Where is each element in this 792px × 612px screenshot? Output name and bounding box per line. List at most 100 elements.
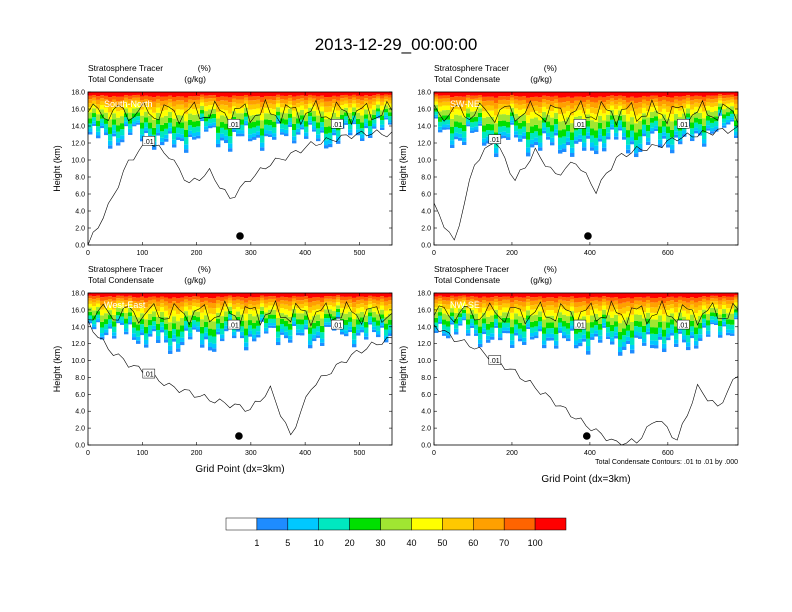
tracer-cell [312, 293, 317, 298]
tracer-cell [634, 309, 639, 315]
tracer-cell [216, 92, 221, 97]
tracer-cell [542, 99, 547, 103]
tracer-cell [352, 326, 357, 334]
tracer-cell [128, 118, 133, 124]
tracer-cell [518, 128, 523, 135]
tracer-cell [216, 293, 221, 297]
tracer-cell [192, 132, 197, 137]
tracer-cell [530, 305, 535, 310]
tracer-cell [168, 102, 173, 107]
tracer-cell [284, 321, 289, 327]
tracer-cell [112, 124, 117, 131]
tracer-cell [320, 342, 325, 346]
tracer-cell [176, 137, 181, 140]
tracer-cell [510, 94, 515, 98]
tracer-cell [128, 92, 133, 96]
tracer-cell [502, 103, 507, 109]
tracer-cell [328, 126, 333, 133]
tracer-cell [690, 104, 695, 110]
contour-label: .01 [144, 372, 154, 379]
tracer-cell [514, 103, 519, 109]
tracer-cell [642, 306, 647, 313]
tracer-cell [702, 139, 707, 144]
tracer-cell [388, 304, 392, 309]
tracer-cell [192, 127, 197, 133]
tracer-cell [606, 336, 611, 340]
tracer-cell [236, 95, 241, 100]
tracer-cell [320, 117, 325, 123]
tracer-cell [292, 321, 297, 325]
tracer-cell [446, 314, 451, 322]
tracer-cell [670, 329, 675, 334]
tracer-cell [332, 99, 337, 104]
tracer-cell [466, 100, 471, 105]
tracer-cell [256, 300, 261, 305]
tracer-cell [200, 340, 205, 345]
title-right-2: (g/kg) [184, 275, 206, 285]
tracer-cell [514, 293, 519, 297]
tracer-cell [176, 96, 181, 101]
tracer-cell [124, 318, 129, 324]
tracer-cell [304, 104, 309, 109]
tracer-cell [526, 293, 531, 297]
title-right-2: (g/kg) [184, 74, 206, 84]
tracer-cell [558, 130, 563, 138]
tracer-cell [352, 119, 357, 123]
tracer-cell [268, 298, 273, 303]
tracer-cell [594, 296, 599, 301]
tracer-cell [722, 313, 727, 318]
tracer-cell [502, 303, 507, 308]
tracer-cell [694, 102, 699, 107]
tracer-cell [360, 134, 365, 139]
tracer-cell [630, 105, 635, 111]
tracer-cell [184, 121, 189, 130]
tracer-cell [570, 97, 575, 104]
tracer-cell [614, 100, 619, 105]
tracer-cell [248, 330, 253, 335]
tracer-cell [108, 296, 113, 300]
tracer-cell [606, 136, 611, 140]
tracer-cell [510, 100, 515, 104]
tracer-cell [562, 321, 567, 327]
figure-title: 2013-12-29_00:00:00 [315, 35, 478, 54]
tracer-cell [96, 120, 101, 127]
tracer-cell [518, 310, 523, 317]
tracer-cell [96, 104, 101, 109]
tracer-cell [232, 309, 237, 315]
tracer-cell [384, 94, 389, 97]
tracer-cell [598, 138, 603, 142]
tracer-cell [276, 293, 281, 298]
tracer-cell [690, 115, 695, 123]
tracer-cell [694, 92, 699, 96]
tracer-cell [292, 308, 297, 314]
tracer-cell [216, 312, 221, 319]
tracer-cell [92, 108, 97, 114]
tracer-cell [518, 115, 523, 123]
tracer-cell [376, 101, 381, 105]
tracer-cell [534, 320, 539, 327]
tracer-cell [702, 118, 707, 126]
tracer-cell [356, 99, 361, 104]
tracer-cell [638, 336, 643, 339]
tracer-cell [264, 331, 269, 334]
tracer-cell [522, 104, 527, 109]
tracer-cell [132, 121, 137, 125]
tracer-cell [566, 293, 571, 298]
tracer-cell [264, 92, 269, 96]
tracer-cell [180, 341, 185, 346]
tracer-cell [204, 126, 209, 130]
tracer-cell [248, 104, 253, 110]
tracer-cell [248, 334, 253, 337]
tracer-cell [376, 94, 381, 97]
tracer-cell [384, 316, 389, 324]
tracer-cell [324, 145, 329, 149]
x-axis-label: Grid Point (dx=3km) [541, 474, 630, 485]
tracer-cell [550, 142, 555, 146]
tracer-cell [196, 326, 201, 330]
tracer-cell [344, 319, 349, 325]
tracer-cell [364, 297, 369, 301]
tracer-cell [216, 296, 221, 301]
tracer-cell [714, 116, 719, 122]
tracer-cell [650, 312, 655, 320]
tracer-cell [634, 297, 639, 301]
